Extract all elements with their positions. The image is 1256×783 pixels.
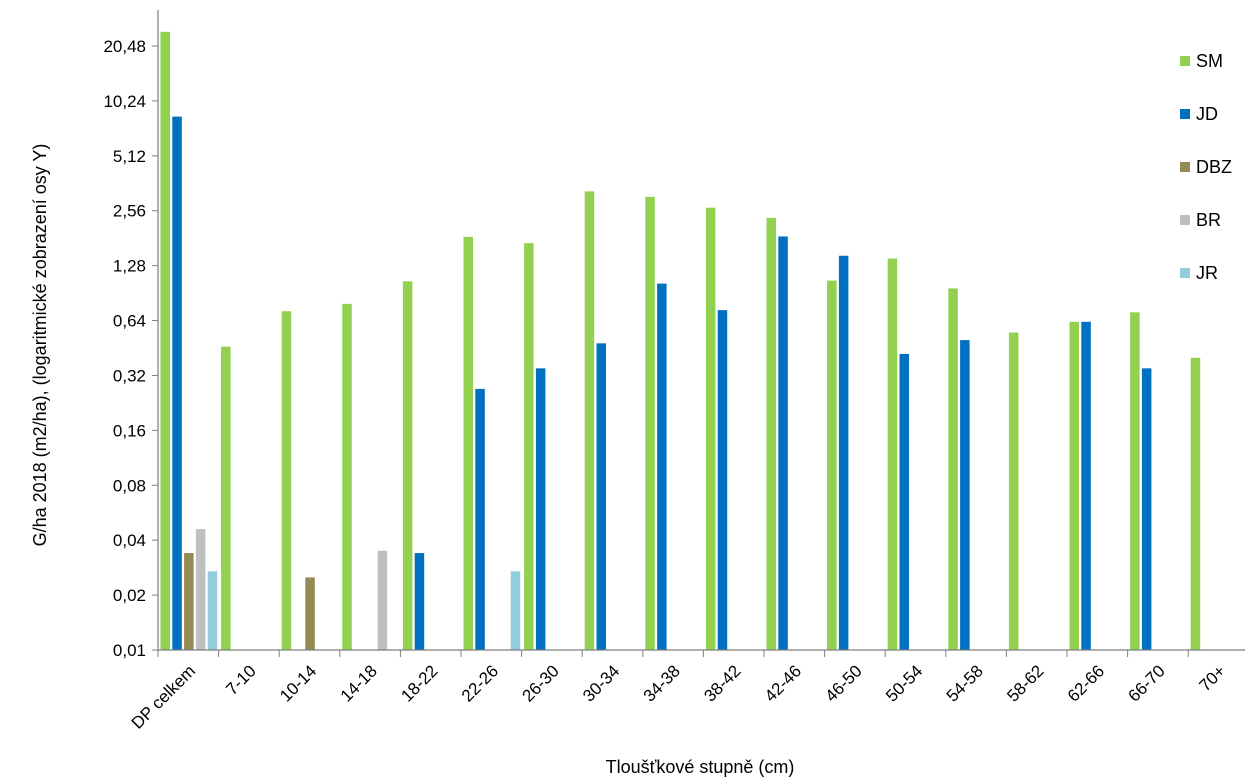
legend-swatch-jr xyxy=(1180,268,1190,278)
y-tick-label: 0,08 xyxy=(113,476,146,495)
bar-jr-dp-celkem xyxy=(207,571,218,650)
bar-jd-42-46 xyxy=(778,236,788,651)
y-tick-label: 2,56 xyxy=(113,202,146,221)
y-tick-label: 0,02 xyxy=(113,586,146,605)
x-tick-label: 14-18 xyxy=(337,661,381,705)
x-tick-label: 30-34 xyxy=(579,661,623,705)
bar-sm-22-26 xyxy=(463,236,473,650)
legend: SM JD DBZ BR JR xyxy=(1180,51,1232,283)
legend-swatch-dbz xyxy=(1180,162,1190,172)
bar-sm-18-22 xyxy=(402,281,413,650)
legend-swatch-br xyxy=(1180,215,1190,225)
x-tick-label: 42-46 xyxy=(761,661,805,705)
x-tick-label: 62-66 xyxy=(1064,661,1108,705)
bar-jd-46-50 xyxy=(838,255,849,650)
x-axis-title: Tloušťkové stupně (cm) xyxy=(606,757,795,777)
x-tick-label: 7-10 xyxy=(222,661,259,698)
x-tick-label: 70+ xyxy=(1195,661,1229,695)
x-tick-label: 54-58 xyxy=(943,661,987,705)
bar-jd-30-34 xyxy=(596,343,606,650)
x-tick-label: 18-22 xyxy=(397,661,441,705)
bar-sm-62-66 xyxy=(1069,321,1079,650)
x-tick-label: 10-14 xyxy=(276,661,320,705)
bar-sm-30-34 xyxy=(584,191,595,650)
bar-jd-54-58 xyxy=(960,340,970,650)
bar-jd-50-54 xyxy=(899,353,909,650)
bar-jd-dp-celkem xyxy=(172,116,182,650)
bar-jd-22-26 xyxy=(475,388,485,650)
bar-sm-14-18 xyxy=(342,303,352,650)
bar-br-dp-celkem xyxy=(195,529,206,650)
bar-jd-18-22 xyxy=(414,553,425,650)
legend-swatch-jd xyxy=(1180,109,1190,119)
x-tick-label: 66-70 xyxy=(1125,661,1169,705)
y-tick-label: 0,01 xyxy=(113,641,146,660)
bar-sm-70+ xyxy=(1190,357,1201,650)
bar-sm-50-54 xyxy=(887,258,898,650)
bar-sm-66-70 xyxy=(1130,312,1140,650)
bar-sm-7-10 xyxy=(221,346,231,650)
bar-sm-dp-celkem xyxy=(160,31,170,651)
bar-sm-26-30 xyxy=(524,243,534,650)
bar-br-14-18 xyxy=(377,550,388,650)
legend-label-sm: SM xyxy=(1196,51,1223,71)
x-tick-label: DP celkem xyxy=(128,661,199,732)
legend-label-dbz: DBZ xyxy=(1196,157,1232,177)
x-tick-label: 22-26 xyxy=(458,661,502,705)
bar-sm-54-58 xyxy=(948,288,958,650)
bar-sm-38-42 xyxy=(705,207,716,650)
bar-dbz-10-14 xyxy=(305,577,315,650)
bar-sm-46-50 xyxy=(827,280,837,650)
bar-sm-42-46 xyxy=(766,217,776,650)
bar-jd-66-70 xyxy=(1141,368,1152,650)
y-tick-label: 0,32 xyxy=(113,366,146,385)
y-tick-label: 10,24 xyxy=(103,92,146,111)
y-tick-labels: 0,01 0,02 0,04 0,08 0,16 0,32 0,64 1,28 2,56 5,12… xyxy=(103,37,146,660)
x-tick-label: 58-62 xyxy=(1003,661,1047,705)
bar-dbz-dp-celkem xyxy=(184,553,194,650)
y-tick-label: 0,64 xyxy=(113,312,146,331)
legend-label-jd: JD xyxy=(1196,104,1218,124)
bar-sm-34-38 xyxy=(645,196,655,650)
x-tick-label: 38-42 xyxy=(700,661,744,705)
y-tick-label: 0,04 xyxy=(113,531,146,550)
y-axis-title: G/ha 2018 (m2/ha), (logaritmické zobraze… xyxy=(30,144,50,547)
x-tick-label: 46-50 xyxy=(822,661,866,705)
bar-sm-58-62 xyxy=(1008,332,1019,650)
bar-jd-34-38 xyxy=(657,283,667,650)
y-tick-label: 1,28 xyxy=(113,257,146,276)
legend-label-jr: JR xyxy=(1196,263,1218,283)
axes-layer xyxy=(152,10,1245,657)
y-tick-label: 5,12 xyxy=(113,147,146,166)
legend-label-br: BR xyxy=(1196,210,1221,230)
bar-jd-38-42 xyxy=(717,310,728,650)
y-tick-label: 0,16 xyxy=(113,421,146,440)
x-tick-label: 50-54 xyxy=(882,661,926,705)
x-tick-label: 34-38 xyxy=(640,661,684,705)
bar-jr-22-26 xyxy=(510,571,521,650)
bars-layer xyxy=(160,31,1201,651)
legend-swatch-sm xyxy=(1180,56,1190,66)
bar-jd-62-66 xyxy=(1081,321,1091,650)
x-tick-label: 26-30 xyxy=(519,661,563,705)
bar-sm-10-14 xyxy=(281,311,292,650)
bar-jd-26-30 xyxy=(535,368,546,650)
y-tick-label: 20,48 xyxy=(103,37,146,56)
x-tick-labels: DP celkem 7-10 10-14 14-18 18-22 22-26 26-30 30… xyxy=(128,661,1230,732)
